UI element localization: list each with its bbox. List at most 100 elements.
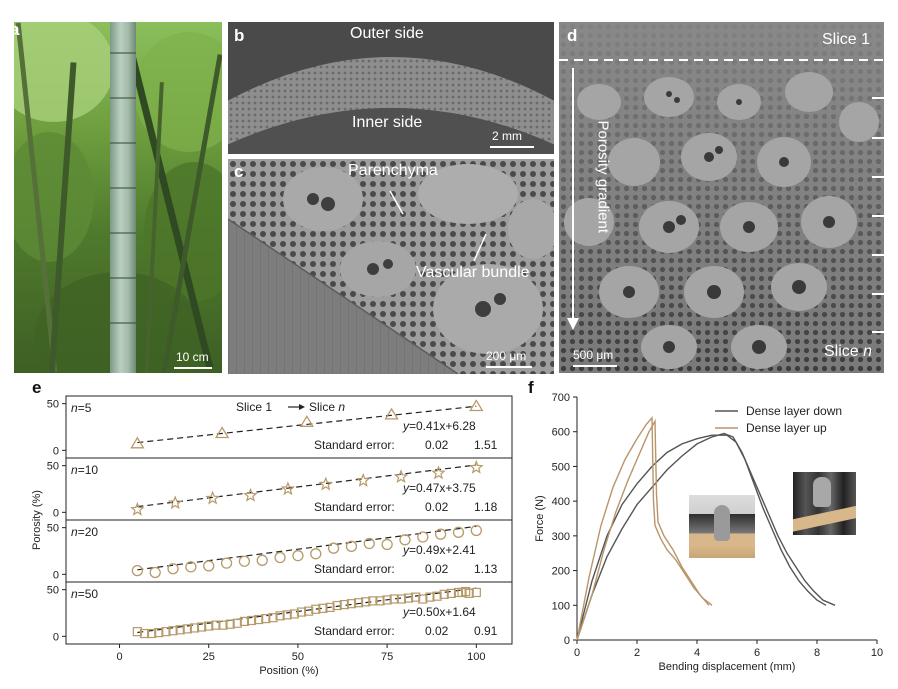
y-tick-label: 0 xyxy=(564,635,570,647)
standard-error-slope: 0.02 xyxy=(425,624,449,638)
x-tick-label: 8 xyxy=(814,647,820,659)
data-point xyxy=(310,548,322,560)
standard-error-label: Standard error: xyxy=(314,500,395,514)
data-point xyxy=(243,487,258,502)
data-point xyxy=(167,563,179,575)
data-point xyxy=(220,557,233,569)
slice-1-label: Slice 1 xyxy=(822,31,871,48)
y-tick-label: 500 xyxy=(552,461,570,473)
y-tick-label: 400 xyxy=(552,496,570,508)
data-point xyxy=(296,607,307,617)
data-point xyxy=(268,613,278,623)
data-point xyxy=(218,620,228,630)
data-point xyxy=(261,613,271,624)
slice-n-italic: n xyxy=(863,343,873,360)
data-point xyxy=(393,469,409,484)
data-point xyxy=(139,628,150,639)
y-tick-label: 50 xyxy=(47,585,59,597)
data-point xyxy=(464,588,474,599)
data-point xyxy=(311,604,321,614)
data-point xyxy=(132,627,142,637)
data-point xyxy=(399,534,411,546)
fit-line xyxy=(137,405,477,444)
y-tick-label: 0 xyxy=(53,569,59,581)
scale-bar-b xyxy=(490,146,534,148)
legend-label: Dense layer up xyxy=(746,421,827,435)
data-point xyxy=(361,597,371,607)
x-tick-label: 10 xyxy=(871,647,883,659)
row-frame xyxy=(65,457,513,521)
x-tick-label: 100 xyxy=(467,651,485,663)
data-point xyxy=(368,596,378,606)
y-tick-label: 700 xyxy=(552,392,570,404)
legend-label: Dense layer down xyxy=(746,404,842,418)
row-frame xyxy=(65,581,513,645)
data-point xyxy=(363,537,375,550)
data-point xyxy=(384,407,399,420)
fit-equation: y=0.50x+1.64 xyxy=(402,605,476,619)
n-label: n=50 xyxy=(71,587,98,601)
panel-label-b: b xyxy=(234,26,245,45)
data-point xyxy=(381,538,393,551)
y-tick-label: 0 xyxy=(53,631,59,643)
data-point xyxy=(417,531,429,543)
data-point xyxy=(411,592,421,602)
data-point xyxy=(318,476,334,491)
standard-error-intercept: 1.51 xyxy=(474,438,498,452)
bending-photo-dense-down xyxy=(689,495,755,558)
data-point xyxy=(332,600,342,611)
data-point xyxy=(274,551,286,564)
data-point xyxy=(469,399,484,412)
standard-error-intercept: 0.91 xyxy=(474,624,498,638)
data-point xyxy=(355,472,371,487)
data-point xyxy=(254,614,264,625)
data-point xyxy=(304,606,314,616)
data-point xyxy=(189,623,200,633)
data-point xyxy=(382,595,392,605)
bamboo-photo-panel: 10 cm xyxy=(14,22,222,373)
data-point xyxy=(130,501,145,516)
data-point xyxy=(204,621,214,631)
data-point xyxy=(289,609,299,619)
fit-equation: y=0.49x+2.41 xyxy=(402,543,476,557)
outer-side-label: Outer side xyxy=(350,25,424,42)
fit-line xyxy=(137,587,477,634)
scale-bar-d xyxy=(573,365,617,367)
data-point xyxy=(325,602,335,613)
data-point xyxy=(446,588,456,599)
data-point xyxy=(346,599,357,609)
fit-equation: y=0.41x+6.28 xyxy=(402,419,476,433)
x-tick-label: 0 xyxy=(116,651,122,663)
scale-bar-c xyxy=(486,366,532,368)
data-point xyxy=(225,619,235,629)
data-point xyxy=(275,611,285,621)
data-point xyxy=(232,618,242,628)
data-point xyxy=(431,465,446,480)
data-point xyxy=(196,622,207,632)
data-point xyxy=(434,528,447,540)
standard-error-label: Standard error: xyxy=(314,438,395,452)
standard-error-slope: 0.02 xyxy=(425,500,449,514)
scale-label-b: 2 mm xyxy=(492,129,522,143)
data-point xyxy=(403,593,414,603)
parenchyma-label: Parenchyma xyxy=(348,162,438,179)
data-point xyxy=(154,627,164,638)
data-point xyxy=(425,592,435,602)
y-tick-label: 0 xyxy=(53,445,59,457)
x-tick-label: 0 xyxy=(574,647,580,659)
data-point xyxy=(469,459,484,474)
data-point xyxy=(161,627,171,637)
annotation-arrowhead xyxy=(299,404,305,410)
data-point xyxy=(211,620,221,630)
data-point xyxy=(299,415,314,427)
x-tick-label: 2 xyxy=(634,647,640,659)
data-point xyxy=(203,560,215,572)
x-tick-label: 4 xyxy=(694,647,700,659)
sem-porosity-panel: Slice 1 Porosity gradient Slice n 500 μm xyxy=(559,22,884,373)
data-point xyxy=(149,566,161,579)
x-tick-label: 75 xyxy=(381,651,393,663)
y-axis-label: Porosity (%) xyxy=(31,490,43,550)
standard-error-intercept: 1.18 xyxy=(474,500,498,514)
data-point xyxy=(389,594,399,604)
standard-error-intercept: 1.13 xyxy=(474,562,498,576)
